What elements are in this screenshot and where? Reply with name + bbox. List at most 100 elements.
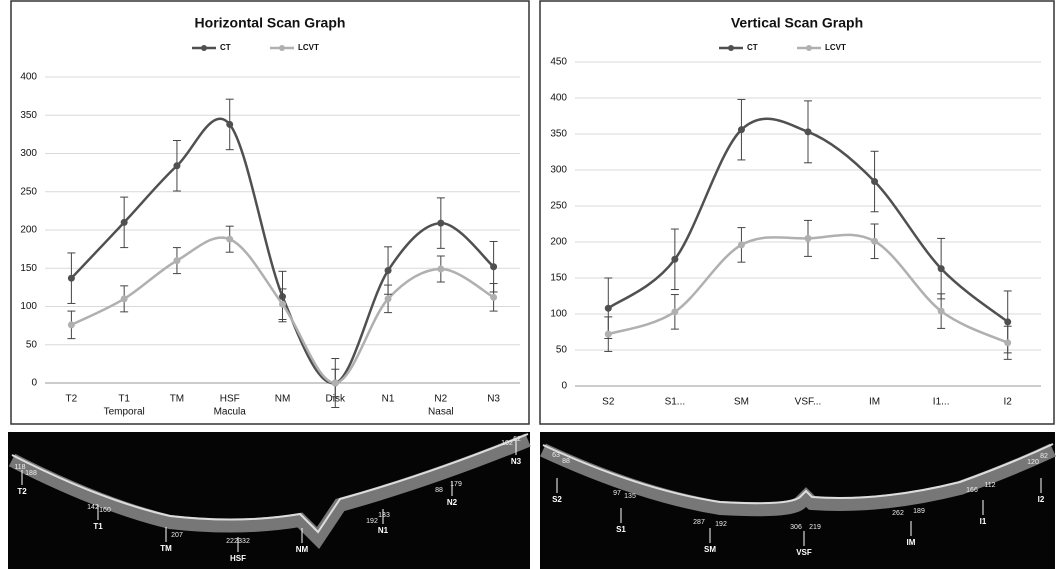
y-tick-label: 400 (20, 72, 37, 83)
thickness-label: 118 (14, 464, 25, 471)
thickness-label: 62 (513, 436, 521, 443)
point (385, 267, 392, 274)
x-tick-label: VSF... (795, 397, 822, 408)
x-tick-label: N1 (382, 394, 395, 405)
y-tick-label: 100 (20, 301, 37, 312)
point (121, 219, 128, 226)
x-tick-label: NM (275, 394, 291, 405)
site-label: T2 (17, 487, 27, 496)
y-tick-label: 100 (550, 309, 567, 320)
thickness-label: 142 (87, 504, 99, 511)
legend-marker (806, 45, 812, 51)
site-label: I2 (1038, 495, 1045, 504)
y-tick-label: 150 (20, 263, 37, 274)
site-label: VSF (796, 548, 812, 557)
thickness-label: 135 (624, 493, 636, 500)
point (1004, 339, 1011, 346)
point (173, 162, 180, 169)
point (738, 241, 745, 248)
x-tick-label: S2 (602, 397, 615, 408)
site-label: SM (704, 545, 716, 554)
thickness-label: 287 (693, 519, 705, 526)
legend-label: LCVT (825, 43, 846, 52)
thickness-label: 160 (99, 507, 111, 514)
point (605, 331, 612, 338)
thickness-label: 188 (25, 470, 37, 477)
point (173, 257, 180, 264)
legend-marker (201, 45, 207, 51)
chart-frame (11, 1, 529, 424)
thickness-label: 82 (1040, 453, 1048, 460)
point (437, 266, 444, 273)
site-label: S1 (616, 525, 626, 534)
thickness-label: 88 (562, 458, 570, 465)
y-tick-label: 200 (20, 225, 37, 236)
thickness-label: 222 (226, 538, 238, 545)
point (871, 178, 878, 185)
thickness-label: 63 (552, 452, 560, 459)
thickness-label: 133 (378, 512, 390, 519)
site-label: IM (907, 538, 916, 547)
point (490, 263, 497, 270)
site-label: T1 (93, 522, 103, 531)
thickness-label: 192 (366, 518, 378, 525)
x-tick-label: T2 (66, 394, 78, 405)
point (605, 305, 612, 312)
point (437, 220, 444, 227)
thickness-label: 332 (238, 538, 250, 545)
chart-title: Vertical Scan Graph (731, 15, 863, 31)
x-tick-label: TM (170, 394, 184, 405)
site-label: I1 (980, 517, 987, 526)
point (938, 265, 945, 272)
point (226, 236, 233, 243)
point (871, 238, 878, 245)
x-tick-label: S1... (665, 397, 686, 408)
x-tick-label: I2 (1004, 397, 1013, 408)
point (938, 308, 945, 315)
thickness-label: 219 (809, 524, 821, 531)
point (385, 295, 392, 302)
point (121, 295, 128, 302)
x-tick-label: SM (734, 397, 749, 408)
chart-title: Horizontal Scan Graph (195, 15, 346, 31)
y-tick-label: 450 (550, 57, 567, 68)
y-tick-label: 50 (26, 339, 38, 350)
y-tick-label: 0 (31, 378, 37, 389)
thickness-label: 207 (171, 532, 183, 539)
legend-marker (279, 45, 285, 51)
point (68, 321, 75, 328)
thickness-label: 306 (790, 524, 802, 531)
site-label: N1 (378, 526, 389, 535)
x-group-label: Macula (214, 407, 247, 418)
point (332, 380, 339, 387)
site-label: NM (296, 545, 309, 554)
point (671, 308, 678, 315)
thickness-label: 112 (984, 482, 995, 489)
point (738, 126, 745, 133)
x-group-label: Temporal (104, 407, 145, 418)
point (68, 275, 75, 282)
point (226, 121, 233, 128)
y-tick-label: 350 (20, 110, 37, 121)
x-group-label: Nasal (428, 407, 454, 418)
point (490, 294, 497, 301)
y-tick-label: 0 (561, 381, 567, 392)
y-tick-label: 300 (550, 165, 567, 176)
thickness-label: 189 (913, 508, 925, 515)
thickness-label: 262 (892, 510, 904, 517)
legend-label: LCVT (298, 43, 319, 52)
thickness-label: 88 (435, 487, 443, 494)
x-tick-label: N2 (434, 394, 447, 405)
y-tick-label: 400 (550, 93, 567, 104)
thickness-label: 97 (613, 490, 621, 497)
thickness-label: 192 (715, 521, 727, 528)
figure: Horizontal Scan Graph 0 50 100 150 200 250 300 3… (0, 0, 1056, 569)
site-label: S2 (552, 495, 562, 504)
y-tick-label: 250 (20, 186, 37, 197)
legend-label: CT (747, 43, 758, 52)
site-label: HSF (230, 554, 246, 563)
point (805, 235, 812, 242)
site-label: TM (160, 544, 172, 553)
y-tick-label: 200 (550, 237, 567, 248)
thickness-label: 120 (1027, 459, 1039, 466)
